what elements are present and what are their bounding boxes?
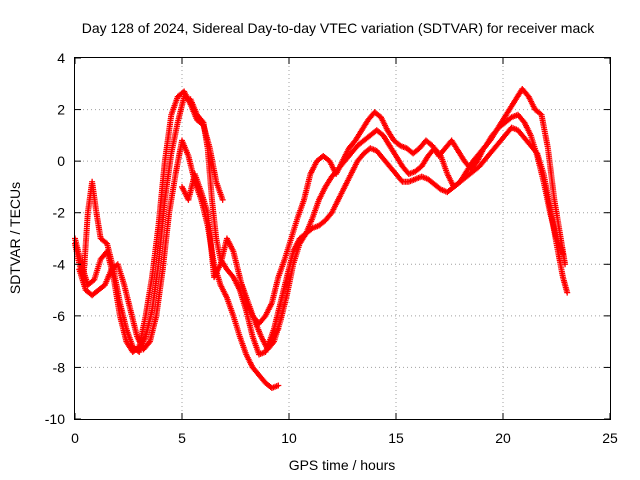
y-tick-label: 4 — [57, 50, 65, 66]
y-tick-label: -8 — [53, 359, 66, 375]
x-tick-label: 0 — [71, 430, 79, 446]
data-point — [145, 339, 152, 346]
ticks-layer — [74, 57, 611, 420]
data-point — [275, 382, 282, 389]
x-tick-label: 20 — [495, 430, 511, 446]
x-tick-label: 10 — [281, 430, 297, 446]
series-sat-a — [72, 88, 226, 355]
x-tick-label: 15 — [388, 430, 404, 446]
data-point — [269, 339, 276, 346]
x-tick-label: 25 — [602, 430, 618, 446]
y-tick-label: -4 — [53, 256, 66, 272]
data-point — [199, 118, 206, 125]
y-tick-label: -6 — [53, 308, 66, 324]
data-point — [436, 151, 443, 158]
data-point — [398, 177, 405, 184]
y-tick-label: -10 — [45, 411, 65, 427]
x-axis-label: GPS time / hours — [289, 457, 396, 473]
x-tick-label: 5 — [178, 430, 186, 446]
tick-labels-layer: 0 5 10 15 20 25 -10 -8 -6 -4 -2 0 2 4 — [45, 50, 618, 446]
series-sat-e — [264, 124, 571, 350]
y-tick-label: -2 — [53, 205, 66, 221]
series-sat-f — [238, 111, 566, 353]
data-point — [559, 250, 566, 257]
series-sat-b — [72, 93, 282, 358]
data-points-layer — [72, 85, 571, 392]
data-point — [219, 196, 226, 203]
grid-layer — [75, 58, 610, 419]
plot-frame — [74, 57, 611, 420]
data-point — [564, 289, 571, 296]
chart-title: Day 128 of 2024, Sidereal Day-to-day VTE… — [82, 20, 595, 36]
y-axis-label: SDTVAR / TECUs — [7, 182, 23, 294]
y-tick-label: 2 — [57, 102, 65, 118]
y-tick-label: 0 — [57, 153, 65, 169]
